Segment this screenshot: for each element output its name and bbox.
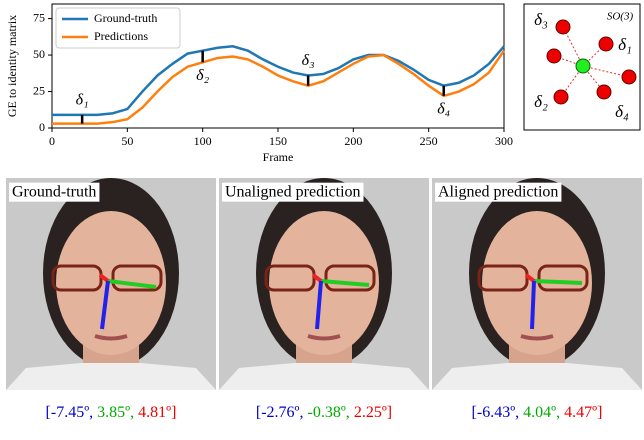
so3-diagram: SO(3) δ₃ δ₁ δ₂ δ₄ xyxy=(523,3,641,131)
mouth xyxy=(520,334,554,341)
angle-value: [-2.76º, xyxy=(256,404,304,421)
y-tick-label: 50 xyxy=(33,47,45,61)
panel-title: Ground-truth xyxy=(12,184,96,201)
series-line xyxy=(52,45,505,117)
panel-title: Unaligned prediction xyxy=(225,184,361,201)
angle-value: 4.81º] xyxy=(138,404,176,421)
angle-value: 4.47º] xyxy=(564,404,602,421)
mouth xyxy=(94,334,128,341)
axis-z xyxy=(530,280,536,330)
angle-caption: [-6.43º, 4.04º, 4.47º] xyxy=(472,404,603,421)
image-panels: Ground-truth [-7.45º, 3.85º, 4.81º] Unalig… xyxy=(6,178,642,421)
angle-value: 4.04º, xyxy=(523,404,560,421)
shirt xyxy=(219,363,429,390)
shirt xyxy=(432,363,642,390)
y-tick-label: 75 xyxy=(33,10,45,24)
axis-z xyxy=(100,280,110,330)
angle-value: 2.25º] xyxy=(354,404,392,421)
y-tick-label: 0 xyxy=(39,120,45,134)
x-axis-label: Frame xyxy=(263,150,294,164)
series-line xyxy=(52,49,506,125)
delta-label: δ₂ xyxy=(196,67,209,84)
axis-x xyxy=(320,279,370,287)
x-tick-label: 0 xyxy=(49,134,55,148)
angle-value: -0.38º, xyxy=(308,404,350,421)
angle-value: [-6.43º, xyxy=(472,404,520,421)
panel-title: Aligned prediction xyxy=(438,184,558,201)
title-background xyxy=(9,182,100,202)
angle-value: 3.85º, xyxy=(97,404,134,421)
node-label: δ₃ xyxy=(534,10,548,29)
legend-label: Predictions xyxy=(94,29,148,43)
node-label: δ₄ xyxy=(615,102,629,121)
angle-caption: [-7.45º, 3.85º, 4.81º] xyxy=(46,404,177,421)
title-background xyxy=(222,182,364,202)
y-tick-label: 25 xyxy=(33,83,45,97)
axis-y xyxy=(524,273,536,283)
diagram-nodes xyxy=(546,19,637,105)
x-tick-label: 250 xyxy=(420,134,438,148)
x-tick-label: 50 xyxy=(121,134,133,148)
node-label: δ₂ xyxy=(534,92,548,111)
mouth xyxy=(307,334,341,341)
angle-caption: [-2.76º, -0.38º, 2.25º] xyxy=(256,404,392,421)
axis-y xyxy=(311,273,323,283)
delta-label: δ₄ xyxy=(437,101,450,118)
glasses-right xyxy=(324,264,376,292)
angle-value: [-7.45º, xyxy=(46,404,94,421)
axis-x xyxy=(533,279,583,285)
glasses-right xyxy=(111,264,163,292)
shirt xyxy=(6,363,216,390)
legend-label: Ground-truth xyxy=(94,11,157,25)
x-tick-label: 150 xyxy=(269,134,287,148)
node-label: δ₁ xyxy=(618,35,632,54)
delta-label: δ₁ xyxy=(76,92,89,109)
axis-z xyxy=(315,280,323,330)
x-tick-label: 200 xyxy=(344,134,362,148)
y-axis-label: GE to identity matrix xyxy=(5,15,19,117)
title-background xyxy=(435,182,562,202)
axis-y xyxy=(98,273,110,283)
glasses-right xyxy=(537,264,589,292)
axis-x xyxy=(107,279,157,289)
x-tick-label: 100 xyxy=(194,134,212,148)
diagram-label: SO(3) xyxy=(607,11,634,23)
diagram-center xyxy=(575,58,591,74)
x-tick-label: 300 xyxy=(495,134,513,148)
delta-label: δ₃ xyxy=(302,52,315,69)
line-chart: 0 50 100 150 200 250 300 0 25 50 75 Frame GE to iden… xyxy=(5,3,513,164)
